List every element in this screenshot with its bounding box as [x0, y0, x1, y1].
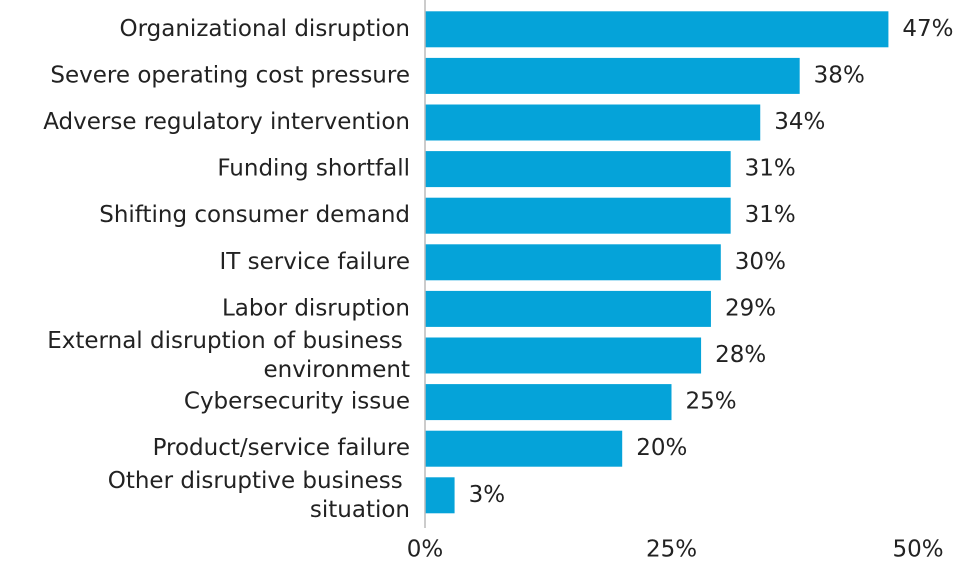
x-tick-label: 50%: [892, 537, 943, 563]
bar: [425, 430, 623, 467]
bar: [425, 197, 731, 234]
value-label: 31%: [745, 202, 796, 228]
bar: [425, 151, 731, 188]
category-label: IT service failure: [220, 249, 411, 275]
category-label: Severe operating cost pressure: [50, 62, 410, 88]
bar: [425, 11, 889, 48]
category-label: Cybersecurity issue: [184, 389, 410, 415]
value-label: 3%: [469, 482, 506, 508]
category-label: Labor disruption: [222, 295, 410, 321]
bar: [425, 104, 761, 141]
category-label: Product/service failure: [153, 435, 410, 461]
category-label: Shifting consumer demand: [99, 202, 410, 228]
bar: [425, 384, 672, 421]
value-label: 47%: [902, 16, 953, 42]
bar: [425, 290, 711, 327]
value-label: 31%: [745, 156, 796, 182]
value-label: 34%: [774, 109, 825, 135]
x-tick-label: 0%: [407, 537, 444, 563]
value-label: 29%: [725, 295, 776, 321]
bar: [425, 244, 721, 281]
bar: [425, 477, 455, 514]
category-label: Organizational disruption: [120, 16, 411, 42]
category-label: Adverse regulatory intervention: [43, 109, 410, 135]
value-label: 38%: [814, 62, 865, 88]
value-label: 20%: [636, 435, 687, 461]
value-label: 28%: [715, 342, 766, 368]
x-tick-label: 25%: [646, 537, 697, 563]
value-label: 25%: [686, 389, 737, 415]
bar: [425, 337, 702, 374]
bar: [425, 57, 800, 94]
category-label: Funding shortfall: [217, 156, 410, 182]
category-label: Other disruptive business situation: [108, 467, 410, 522]
value-label: 30%: [735, 249, 786, 275]
category-label: External disruption of business environm…: [47, 328, 410, 383]
